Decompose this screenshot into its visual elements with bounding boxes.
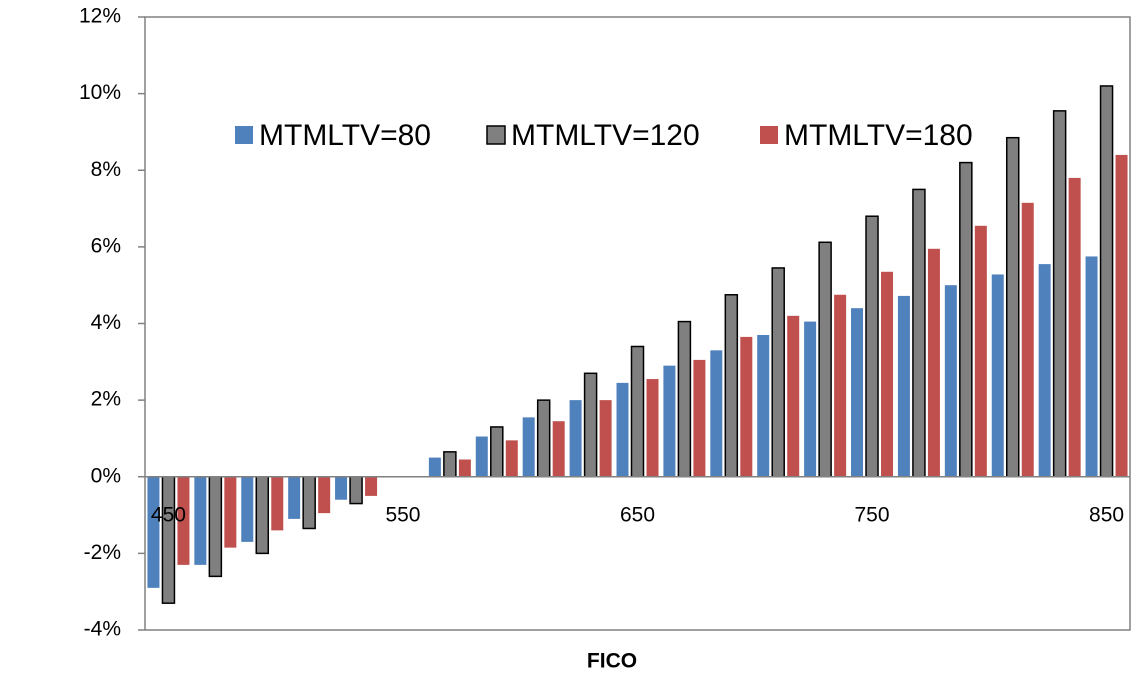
bar [693, 359, 706, 477]
bar [804, 321, 817, 477]
bar [490, 426, 504, 478]
bar [271, 476, 284, 531]
legend-swatch [486, 125, 506, 145]
y-tick-label: 6% [91, 234, 121, 257]
bar [927, 248, 940, 477]
legend-label: MTMLTV=120 [511, 119, 700, 152]
bar [1085, 256, 1098, 477]
bar [1005, 136, 1020, 478]
bar [834, 294, 847, 477]
bar [208, 476, 223, 578]
bar [1115, 154, 1128, 477]
bar [318, 476, 331, 514]
bar [583, 372, 598, 478]
bar [349, 476, 363, 505]
bar [161, 476, 176, 604]
bar [241, 476, 254, 542]
bar [851, 308, 864, 477]
bar [710, 350, 723, 477]
y-tick-label: 2% [91, 388, 121, 411]
bar [475, 436, 488, 477]
bar [912, 188, 926, 478]
y-tick-label: 4% [91, 311, 121, 334]
bar [974, 225, 987, 477]
x-axis-title: FICO [587, 650, 637, 673]
bar [677, 320, 692, 478]
bar [724, 294, 739, 478]
bar [428, 457, 441, 477]
x-tick-label: 650 [620, 503, 655, 526]
bar [552, 421, 565, 477]
bar [897, 295, 910, 477]
bar [335, 476, 348, 500]
bar [865, 215, 879, 478]
bar [740, 336, 753, 477]
bar [194, 476, 207, 565]
bar [991, 274, 1004, 477]
bar [224, 476, 237, 548]
bar [443, 451, 457, 478]
y-tick-label: 8% [91, 158, 121, 181]
bar [959, 161, 973, 478]
bar [757, 334, 770, 477]
bar [599, 400, 612, 477]
x-tick-label: 750 [855, 503, 890, 526]
bar [646, 379, 659, 477]
bar [522, 417, 535, 477]
bar [944, 285, 957, 477]
bar [1038, 264, 1051, 477]
y-tick-label: 0% [91, 464, 121, 487]
bar [255, 476, 270, 555]
bar [1052, 110, 1067, 478]
y-tick-label: -4% [84, 618, 121, 641]
x-tick-label: 450 [151, 503, 186, 526]
legend-swatch [760, 126, 778, 144]
bar [1068, 177, 1081, 477]
bar [663, 365, 676, 477]
bar [1021, 202, 1034, 477]
legend-label: MTMLTV=180 [784, 119, 973, 152]
y-tick-label: -2% [84, 541, 121, 564]
bar [881, 271, 894, 477]
bar [288, 476, 301, 519]
y-tick-label: 12% [79, 5, 121, 28]
bar [771, 267, 785, 478]
y-tick-label: 10% [79, 81, 121, 104]
bar [458, 459, 471, 477]
bar [630, 345, 645, 478]
bar [505, 440, 518, 477]
bar [302, 476, 316, 530]
bar [616, 382, 629, 477]
bar [147, 476, 160, 588]
legend-swatch [235, 126, 253, 144]
bar [1099, 85, 1114, 478]
legend-label: MTMLTV=80 [259, 119, 431, 152]
x-tick-label: 850 [1089, 503, 1124, 526]
x-tick-label: 550 [385, 503, 420, 526]
bar [569, 400, 582, 477]
bar [818, 241, 832, 478]
bar [536, 399, 551, 478]
bar [787, 315, 800, 477]
bar [365, 476, 378, 496]
bar [177, 476, 190, 565]
